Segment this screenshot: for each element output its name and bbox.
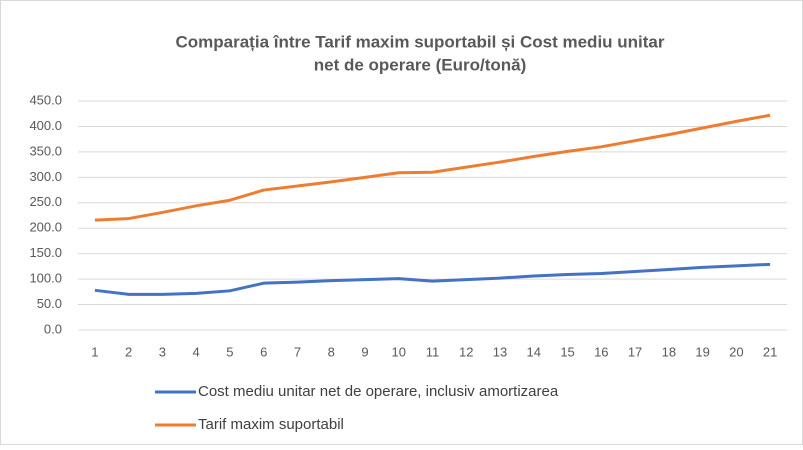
y-tick-label: 350.0 [29, 143, 62, 158]
y-tick-label: 0.0 [44, 321, 62, 336]
x-tick-label: 7 [294, 344, 301, 359]
legend-label: Cost mediu unitar net de operare, inclus… [198, 383, 559, 400]
chart-title: net de operare (Euro/tonă) [314, 55, 527, 74]
y-tick-label: 250.0 [29, 194, 62, 209]
x-tick-label: 5 [226, 344, 233, 359]
x-tick-label: 17 [628, 344, 642, 359]
y-tick-label: 50.0 [37, 296, 62, 311]
y-tick-label: 150.0 [29, 245, 62, 260]
x-tick-label: 18 [662, 344, 676, 359]
x-tick-label: 1 [91, 344, 98, 359]
y-tick-label: 300.0 [29, 169, 62, 184]
y-tick-label: 450.0 [29, 92, 62, 107]
x-tick-label: 16 [594, 344, 608, 359]
x-tick-label: 19 [695, 344, 709, 359]
x-tick-label: 13 [493, 344, 507, 359]
x-tick-label: 6 [260, 344, 267, 359]
legend-label: Tarif maxim suportabil [198, 416, 344, 433]
y-tick-label: 200.0 [29, 220, 62, 235]
x-tick-label: 3 [159, 344, 166, 359]
series-line [94, 262, 771, 296]
x-tick-label: 21 [763, 344, 777, 359]
x-tick-label: 11 [426, 344, 440, 359]
x-tick-label: 9 [361, 344, 368, 359]
x-tick-label: 20 [729, 344, 743, 359]
x-tick-label: 14 [527, 344, 541, 359]
x-tick-label: 8 [328, 344, 335, 359]
y-tick-label: 400.0 [29, 118, 62, 133]
series-line [94, 113, 771, 222]
x-tick-label: 10 [392, 344, 406, 359]
x-tick-label: 12 [459, 344, 473, 359]
x-tick-label: 15 [560, 344, 574, 359]
chart-title: Comparația între Tarif maxim suportabil … [176, 32, 665, 51]
y-tick-label: 100.0 [29, 271, 62, 286]
x-tick-label: 4 [193, 344, 200, 359]
x-tick-label: 2 [125, 344, 132, 359]
